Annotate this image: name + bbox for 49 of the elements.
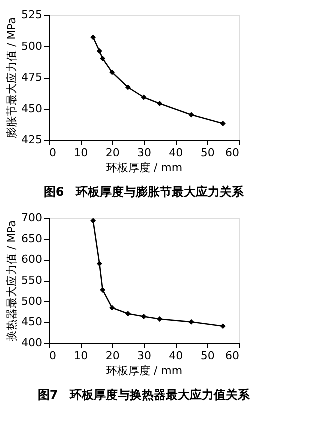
point <box>90 34 96 40</box>
point <box>157 101 163 106</box>
y-tick-label: 550 <box>22 274 42 287</box>
x-tick-label: 40 <box>169 146 184 160</box>
point <box>220 324 226 330</box>
point <box>110 305 116 311</box>
y-tick-label: 650 <box>22 232 42 246</box>
point <box>141 94 147 100</box>
point <box>110 70 116 76</box>
x-tick-label: 0 <box>50 146 56 160</box>
y-tick-label: 700 <box>22 212 42 224</box>
y-tick-label: 450 <box>22 316 42 329</box>
point <box>188 319 194 325</box>
point <box>125 311 131 317</box>
x-tick-label: 0 <box>50 350 56 362</box>
y-tick-label: 475 <box>22 71 42 84</box>
y-axis-title: 膨胀节最大应力值 / MPa <box>6 17 19 139</box>
y-axis-title: 换热器最大应力值 / MPa <box>6 220 19 342</box>
x-tick-label: 60 <box>226 146 240 160</box>
point <box>125 84 131 90</box>
x-tick-label: 30 <box>138 350 152 362</box>
y-tick-label: 600 <box>22 253 42 266</box>
x-tick-label: 40 <box>169 350 184 362</box>
text: 图7 环板厚度与换热器最大应力值关系 <box>38 388 252 402</box>
y-tick-label: 425 <box>22 134 42 146</box>
point <box>100 56 106 62</box>
y-tick-label: 450 <box>22 102 42 116</box>
point <box>157 316 163 322</box>
point <box>100 287 106 293</box>
point <box>220 121 226 126</box>
y-tick-label: 400 <box>22 336 42 350</box>
x-tick-label: 60 <box>226 350 240 362</box>
point <box>96 261 102 267</box>
x-tick-label: 30 <box>138 146 152 160</box>
y-tick-label: 525 <box>22 8 42 22</box>
x-axis-title: 环板厚度 / mm <box>106 162 183 174</box>
x-tick-label: 20 <box>106 350 120 362</box>
x-axis-title: 环板厚度 / mm <box>106 364 183 378</box>
x-tick-label: 10 <box>74 350 88 362</box>
point <box>96 48 102 54</box>
point <box>90 218 96 224</box>
x-tick-label: 50 <box>200 350 215 362</box>
y-tick-label: 500 <box>22 294 42 308</box>
x-tick-label: 10 <box>74 146 88 160</box>
x-tick-label: 20 <box>106 146 120 160</box>
y-tick-label: 500 <box>22 40 42 53</box>
point <box>188 112 194 118</box>
text: 图6 环板厚度与膨胀节最大应力关系 <box>44 185 246 199</box>
x-tick-label: 50 <box>200 146 215 160</box>
